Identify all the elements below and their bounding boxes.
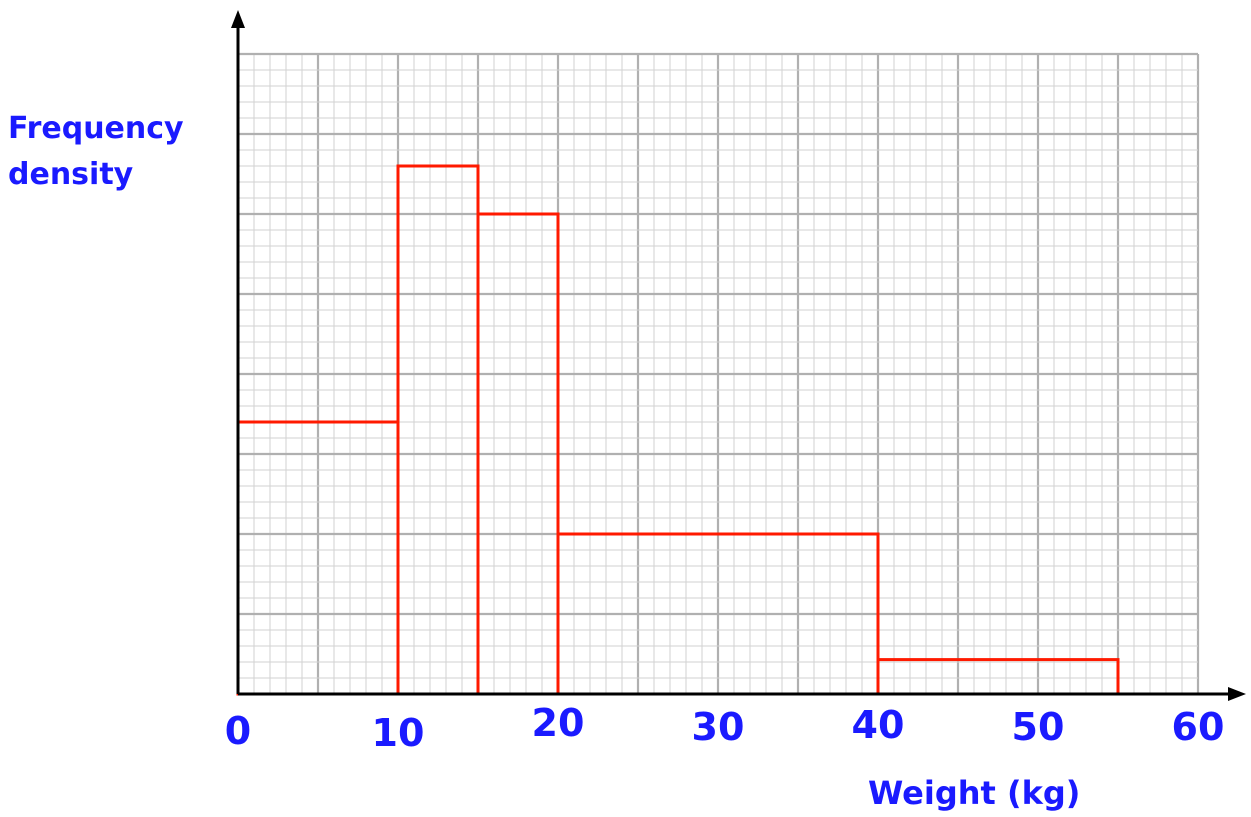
axes: [231, 10, 1246, 701]
x-tick-label: 20: [532, 701, 585, 745]
x-tick-label: 10: [372, 711, 425, 755]
x-tick-label: 30: [692, 705, 745, 749]
grid: [236, 52, 1200, 696]
x-tick-label: 50: [1012, 705, 1065, 749]
y-axis-arrow: [231, 10, 245, 28]
x-axis-arrow: [1228, 687, 1246, 701]
x-tick-label: 60: [1172, 705, 1225, 749]
y-axis-label: Frequency density: [8, 111, 184, 192]
histogram-bar: [876, 658, 1120, 696]
x-tick-labels: 0 10 20 30 40 50 60: [225, 701, 1225, 755]
y-axis-label-line: density: [8, 157, 134, 192]
y-axis-label-line: Frequency: [8, 111, 184, 146]
x-tick-label: 40: [852, 703, 905, 747]
x-tick-label: 0: [225, 709, 251, 753]
x-axis-label: Weight (kg): [868, 774, 1080, 812]
